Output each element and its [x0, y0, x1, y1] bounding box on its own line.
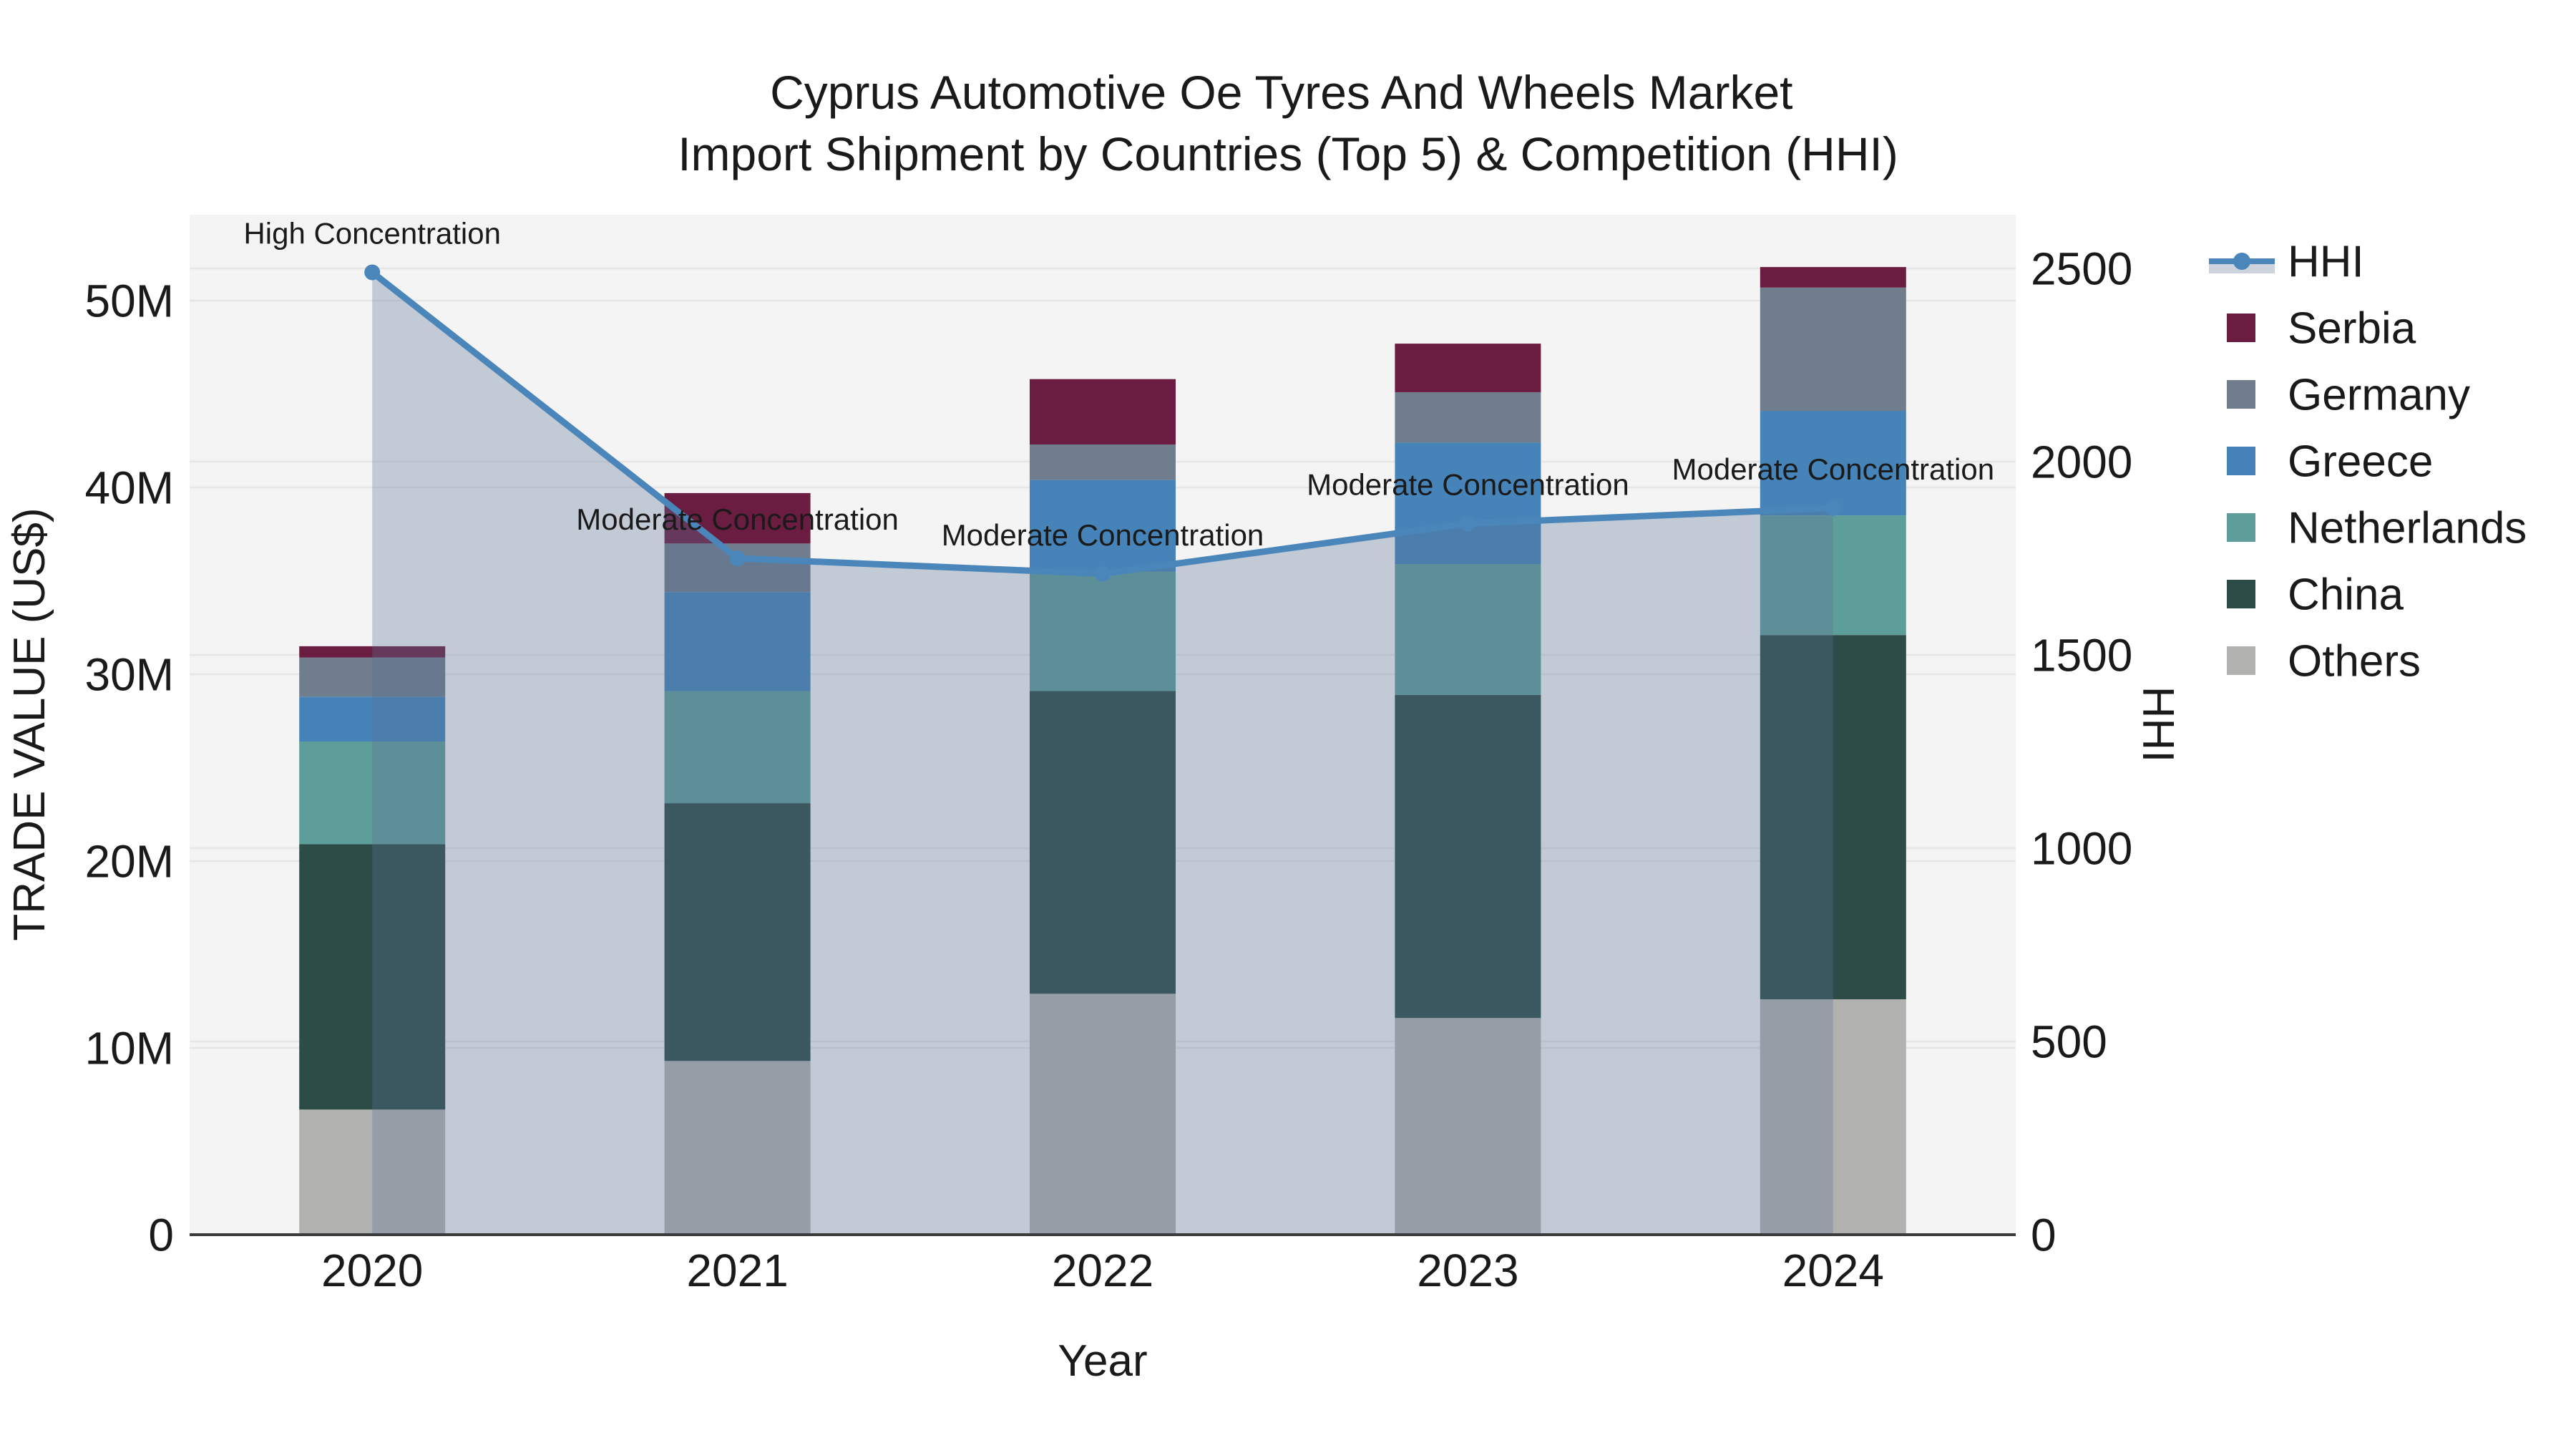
bar-segment-germany-2020 — [299, 657, 446, 697]
bar-segment-greece-2021 — [664, 592, 811, 691]
annotation-2022: Moderate Concentration — [942, 518, 1264, 552]
x-axis-title: Year — [1058, 1336, 1147, 1386]
legend-swatch-china — [2227, 580, 2255, 608]
legend: HHI Serbia Germany Greece Netherlands China Ot… — [2209, 238, 2527, 686]
concentration-annotations: High Concentration Moderate Concentration… — [243, 217, 1994, 552]
y-left-tick-10M: 10M — [85, 1022, 175, 1074]
legend-swatch-serbia — [2227, 314, 2255, 342]
legend-item-others: Others — [2227, 637, 2421, 686]
bar-segment-netherlands-2020 — [299, 741, 446, 845]
bar-segment-germany-2023 — [1395, 392, 1541, 443]
y-right-tick-0: 0 — [2031, 1209, 2057, 1260]
x-tick-2024: 2024 — [1782, 1245, 1884, 1296]
legend-item-germany: Germany — [2227, 371, 2470, 420]
y-right-tick-labels: 0 500 1000 1500 2000 2500 — [2031, 243, 2132, 1260]
hhi-marker-2021 — [729, 550, 746, 567]
bar-segment-netherlands-2024 — [1760, 515, 1906, 636]
legend-label-germany: Germany — [2288, 371, 2470, 420]
bar-segment-greece-2023 — [1395, 442, 1541, 565]
y-right-tick-1500: 1500 — [2031, 629, 2132, 681]
legend-swatch-germany — [2227, 380, 2255, 409]
hhi-area-fill — [372, 272, 1833, 1235]
x-tick-2022: 2022 — [1052, 1245, 1153, 1296]
bar-segment-netherlands-2021 — [664, 691, 811, 804]
hhi-marker-2020 — [364, 264, 381, 281]
x-tick-2021: 2021 — [686, 1245, 788, 1296]
legend-label-greece: Greece — [2288, 437, 2433, 487]
x-tick-2023: 2023 — [1417, 1245, 1518, 1296]
legend-item-china: China — [2227, 570, 2404, 620]
bar-segment-serbia-2020 — [299, 646, 446, 658]
annotation-2023: Moderate Concentration — [1307, 468, 1629, 502]
bar-segment-serbia-2022 — [1030, 379, 1176, 445]
bar-segment-greece-2024 — [1760, 411, 1906, 516]
bar-segment-china-2023 — [1395, 694, 1541, 1019]
hhi-legend-marker — [2233, 253, 2250, 270]
bar-segment-china-2022 — [1030, 691, 1176, 994]
y-left-tick-20M: 20M — [85, 835, 175, 887]
legend-item-serbia: Serbia — [2227, 304, 2416, 354]
hhi-marker-2024 — [1825, 500, 1841, 516]
legend-item-hhi: HHI — [2209, 238, 2364, 287]
y-right-tick-1000: 1000 — [2031, 822, 2132, 874]
bar-segment-china-2020 — [299, 844, 446, 1110]
y-left-tick-40M: 40M — [85, 462, 175, 513]
chart-title-line2: Import Shipment by Countries (Top 5) & C… — [678, 127, 1898, 180]
hhi-marker-2022 — [1095, 565, 1111, 582]
legend-label-china: China — [2288, 570, 2404, 620]
y-left-axis-title: TRADE VALUE (US$) — [5, 507, 54, 941]
y-left-tick-labels: 0 10M 20M 30M 40M 50M — [85, 275, 175, 1260]
bar-segment-others-2021 — [664, 1061, 811, 1235]
legend-label-others: Others — [2288, 637, 2421, 686]
bar-segment-serbia-2023 — [1395, 344, 1541, 392]
annotation-2024: Moderate Concentration — [1672, 452, 1994, 486]
legend-label-serbia: Serbia — [2288, 304, 2416, 354]
bar-segment-greece-2022 — [1030, 480, 1176, 572]
chart-title: Cyprus Automotive Oe Tyres And Wheels Ma… — [678, 66, 1898, 180]
bar-segment-china-2021 — [664, 803, 811, 1061]
y-left-tick-30M: 30M — [85, 648, 175, 700]
hhi-marker-2023 — [1460, 515, 1476, 532]
bar-segment-others-2022 — [1030, 993, 1176, 1235]
bar-segment-serbia-2024 — [1760, 267, 1906, 288]
legend-label-hhi: HHI — [2288, 238, 2364, 287]
y-left-tick-50M: 50M — [85, 275, 175, 326]
bar-segment-others-2020 — [299, 1109, 446, 1235]
legend-swatch-netherlands — [2227, 513, 2255, 542]
y-right-axis-title: HHI — [2133, 686, 2182, 763]
bar-segment-germany-2022 — [1030, 444, 1176, 480]
x-tick-2020: 2020 — [321, 1245, 423, 1296]
hhi-line-series — [364, 264, 1841, 582]
legend-swatch-others — [2227, 646, 2255, 675]
y-right-tick-2000: 2000 — [2031, 436, 2132, 487]
y-right-tick-2500: 2500 — [2031, 243, 2132, 294]
x-tick-labels: 2020 2021 2022 2023 2024 — [321, 1245, 1884, 1296]
bar-segment-germany-2024 — [1760, 287, 1906, 412]
hhi-area — [372, 272, 1833, 1235]
y-right-tick-500: 500 — [2031, 1016, 2107, 1067]
bar-segment-greece-2020 — [299, 696, 446, 742]
y-left-tick-0: 0 — [148, 1209, 174, 1260]
annotation-2021: Moderate Concentration — [576, 502, 899, 536]
bar-segment-china-2024 — [1760, 635, 1906, 1000]
annotation-2020: High Concentration — [243, 217, 501, 251]
chart-title-line1: Cyprus Automotive Oe Tyres And Wheels Ma… — [770, 66, 1792, 119]
bar-segment-others-2023 — [1395, 1018, 1541, 1235]
bar-segment-netherlands-2023 — [1395, 564, 1541, 695]
bar-segment-others-2024 — [1760, 999, 1906, 1235]
bar-segment-netherlands-2022 — [1030, 571, 1176, 691]
legend-label-netherlands: Netherlands — [2288, 504, 2527, 553]
stacked-bars — [299, 267, 1906, 1235]
legend-item-netherlands: Netherlands — [2227, 504, 2527, 553]
legend-swatch-greece — [2227, 447, 2255, 475]
legend-item-greece: Greece — [2227, 437, 2433, 487]
